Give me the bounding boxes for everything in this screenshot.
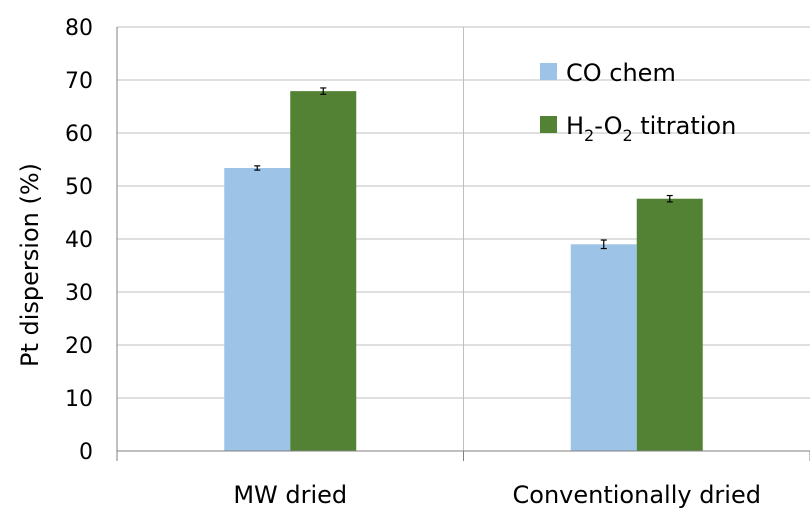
y-tick-label: 10: [65, 387, 93, 412]
legend-label-h2o2-titration: H2-O2 titration: [566, 112, 736, 145]
y-tick-label: 70: [65, 69, 93, 94]
y-axis-title: Pt dispersion (%): [16, 163, 44, 367]
bar: [224, 167, 291, 452]
x-category-label: MW dried: [233, 481, 347, 508]
y-tick-label: 80: [65, 16, 93, 41]
legend: CO chem H2-O2 titration: [540, 59, 736, 145]
y-tick-label: 20: [65, 334, 93, 359]
bar: [290, 91, 357, 451]
bar: [636, 198, 703, 451]
bars: [224, 91, 703, 452]
legend-label-co-chem: CO chem: [566, 59, 676, 87]
bar: [570, 244, 637, 451]
y-tick-labels: 0 10 20 30 40 50 60 70 80: [65, 16, 93, 465]
y-tick-label: 50: [65, 175, 93, 200]
y-tick-label: 40: [65, 228, 93, 253]
x-category-labels: MW dried Conventionally dried: [233, 481, 761, 508]
legend-swatch-h2o2-titration: [540, 116, 557, 133]
legend-swatch-co-chem: [540, 63, 557, 80]
y-tick-label: 30: [65, 281, 93, 306]
axes: [116, 27, 810, 461]
x-category-label: Conventionally dried: [513, 481, 761, 508]
y-tick-label: 0: [79, 440, 93, 465]
error-bars: [254, 87, 673, 250]
gridlines: [117, 26, 810, 451]
y-tick-label: 60: [65, 122, 93, 147]
